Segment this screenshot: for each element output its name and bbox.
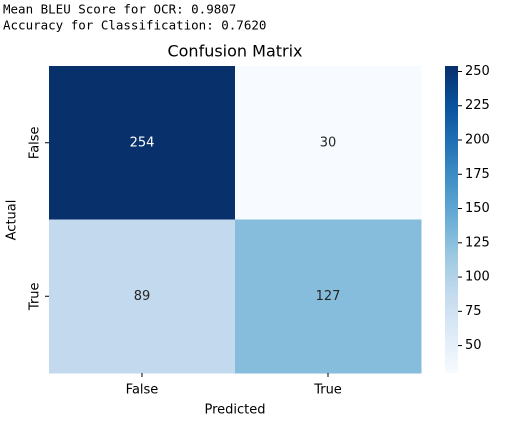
chart-title: Confusion Matrix: [167, 42, 302, 61]
x-tick-label: True: [313, 383, 342, 398]
y-tick-label: True: [28, 282, 43, 311]
colorbar: [445, 66, 458, 373]
cell-label: 254: [130, 135, 155, 150]
colorbar-tick-label: 100: [465, 270, 490, 285]
colorbar-tick-label: 50: [465, 338, 482, 353]
colorbar-tick-label: 150: [465, 201, 490, 216]
y-axis-label: Actual: [5, 200, 20, 241]
console-line: Mean BLEU Score for OCR: 0.9807: [3, 2, 236, 17]
colorbar-tick-label: 75: [465, 304, 482, 319]
heatmap-cell: [235, 66, 422, 220]
colorbar-tick-label: 175: [465, 167, 490, 182]
heatmap-cell: [235, 219, 422, 374]
cell-label: 89: [134, 289, 151, 304]
colorbar-tick-label: 225: [465, 98, 490, 113]
y-tick-label: False: [28, 126, 43, 159]
colorbar-tick-label: 250: [465, 64, 490, 79]
x-axis-label: Predicted: [204, 403, 265, 418]
heatmap-cell: [49, 219, 236, 374]
colorbar-tick-label: 200: [465, 133, 490, 148]
cell-label: 127: [316, 289, 341, 304]
console-line: Accuracy for Classification: 0.7620: [3, 18, 266, 33]
heatmap-cell: [49, 66, 236, 220]
x-tick-label: False: [126, 383, 159, 398]
cell-label: 30: [320, 135, 337, 150]
colorbar-tick-label: 125: [465, 235, 490, 250]
